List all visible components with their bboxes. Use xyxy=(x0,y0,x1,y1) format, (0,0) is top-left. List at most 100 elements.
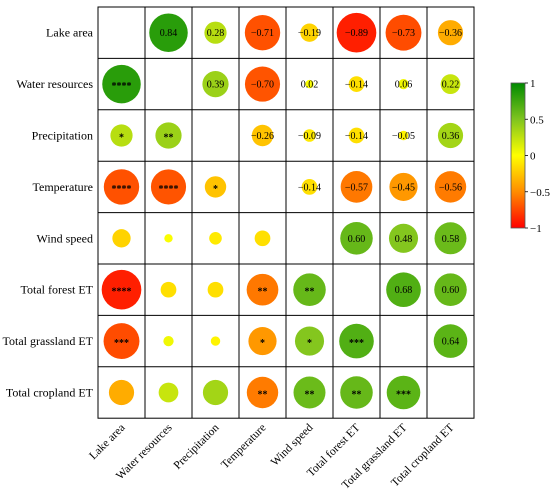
row-label-lake-area: Lake area xyxy=(46,26,94,40)
correlation-circle xyxy=(102,64,141,104)
correlation-circle xyxy=(294,326,325,356)
correlation-value-label: −0.09 xyxy=(298,131,321,142)
correlation-circle xyxy=(112,229,131,248)
column-label-lake-area: Lake area xyxy=(87,422,127,462)
correlation-value-label: −0.71 xyxy=(251,28,274,39)
significance-stars: ** xyxy=(305,390,315,401)
matrix-cells: 0.84 0.28 −0.71 −0.19 −0.89 −0.73 −0.36 0.39 −0.… xyxy=(101,12,468,410)
column-label-precipitation: Precipitation xyxy=(172,422,222,472)
correlation-value-label: −0.14 xyxy=(345,80,368,91)
correlation-value-label: 0.58 xyxy=(442,234,460,245)
correlation-value-label: −0.14 xyxy=(298,182,321,193)
correlation-circle xyxy=(434,171,467,203)
correlation-circle xyxy=(160,281,177,298)
correlation-circle xyxy=(348,127,365,144)
correlation-value-label: −0.05 xyxy=(392,131,415,142)
significance-stars: ** xyxy=(352,390,362,401)
correlation-circle xyxy=(434,222,467,255)
correlation-value-label: −0.14 xyxy=(345,131,368,142)
correlation-circle xyxy=(340,171,373,203)
correlation-circle xyxy=(389,172,418,201)
legend-tick-label: 1 xyxy=(530,78,536,90)
correlation-circle xyxy=(348,76,365,92)
correlation-circle xyxy=(440,74,461,94)
correlation-value-label: 0.84 xyxy=(160,28,178,39)
correlation-value-label: 0.68 xyxy=(395,285,413,296)
correlation-circle xyxy=(339,323,374,359)
column-label-temperature: Temperature xyxy=(219,422,268,471)
correlation-circle xyxy=(202,379,229,406)
correlation-circle xyxy=(149,13,188,52)
correlation-value-label: 0.06 xyxy=(395,80,413,91)
correlation-circle xyxy=(433,324,468,358)
column-label-wind-speed: Wind speed xyxy=(269,422,316,469)
significance-stars: ** xyxy=(258,390,268,401)
significance-stars: *** xyxy=(349,338,364,349)
correlation-circle xyxy=(301,179,318,195)
significance-stars: ** xyxy=(305,287,315,298)
significance-stars: * xyxy=(119,133,124,144)
significance-stars: * xyxy=(307,338,312,349)
row-label-water-resources: Water resources xyxy=(16,77,93,91)
correlation-circle xyxy=(101,269,142,310)
correlation-circle xyxy=(103,323,140,360)
correlation-value-label: −0.26 xyxy=(251,131,274,142)
correlation-circle xyxy=(204,21,227,44)
significance-stars: * xyxy=(213,184,218,195)
correlation-circle xyxy=(336,12,377,53)
legend-color-bar xyxy=(510,82,526,229)
significance-stars: *** xyxy=(114,338,129,349)
correlation-circle xyxy=(103,169,140,205)
correlation-value-label: 0.48 xyxy=(395,234,413,245)
correlation-circle xyxy=(386,272,421,308)
correlation-circle xyxy=(300,23,319,42)
legend-tick-label: −0.5 xyxy=(530,187,550,199)
correlation-value-label: −0.45 xyxy=(392,182,415,193)
correlation-circle xyxy=(210,336,221,346)
correlation-circle xyxy=(303,129,316,142)
significance-stars: ** xyxy=(164,133,174,144)
legend-tick-label: −1 xyxy=(530,223,542,235)
correlation-value-label: 0.22 xyxy=(442,80,460,91)
correlation-circle xyxy=(437,122,464,149)
significance-stars: **** xyxy=(159,184,179,195)
row-label-precipitation: Precipitation xyxy=(32,129,93,143)
legend-tick-label: 0.5 xyxy=(530,114,544,126)
correlation-circle xyxy=(293,273,326,306)
correlation-circle xyxy=(434,273,467,306)
correlation-circle xyxy=(150,169,187,205)
correlation-circle xyxy=(158,382,179,403)
correlation-circle xyxy=(244,66,281,102)
significance-stars: **** xyxy=(112,184,132,195)
correlation-value-label: −0.36 xyxy=(439,28,462,39)
correlation-circle xyxy=(204,176,227,198)
correlation-circle xyxy=(202,70,229,98)
correlation-circle xyxy=(293,376,326,409)
correlation-circle xyxy=(251,124,274,147)
correlation-value-label: −0.56 xyxy=(439,182,462,193)
significance-stars: ** xyxy=(258,287,268,298)
correlation-value-label: 0.64 xyxy=(442,337,460,348)
color-legend: 1 0.5 0 −0.5 −1 xyxy=(510,78,550,235)
row-label-total-forest-et: Total forest ET xyxy=(21,283,94,297)
correlation-circle xyxy=(248,327,277,356)
correlation-value-label: −0.19 xyxy=(298,28,321,39)
significance-stars: *** xyxy=(396,390,411,401)
correlation-circle xyxy=(305,79,314,89)
row-label-wind-speed: Wind speed xyxy=(36,231,93,245)
significance-stars: **** xyxy=(112,81,132,92)
correlation-circle xyxy=(163,335,174,347)
correlation-circle xyxy=(388,223,419,253)
correlation-circle xyxy=(340,376,373,409)
correlation-circle xyxy=(386,375,421,410)
row-label-total-cropland-et: Total cropland ET xyxy=(6,386,94,400)
correlation-circle xyxy=(244,15,281,51)
legend-tick-label: 0 xyxy=(530,151,536,163)
row-label-total-grassland-et: Total grassland ET xyxy=(3,334,94,348)
correlation-circle xyxy=(398,78,409,90)
correlation-value-label: −0.57 xyxy=(345,182,368,193)
correlation-circle xyxy=(246,273,279,306)
correlation-value-label: 0.60 xyxy=(348,234,366,245)
